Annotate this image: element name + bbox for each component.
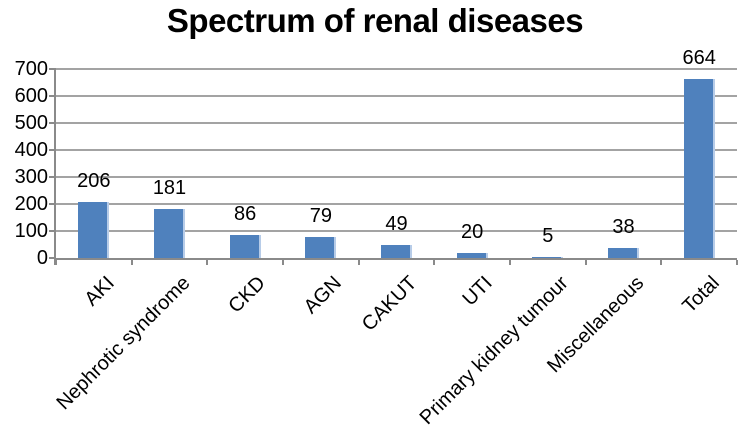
x-tick-5 — [433, 260, 436, 265]
x-tick-7 — [584, 260, 587, 265]
gridline-100 — [56, 230, 737, 232]
value-label-ckd: 86 — [234, 202, 257, 225]
bar-cakut — [381, 244, 412, 258]
value-label-uti: 20 — [461, 220, 484, 243]
y-axis — [54, 68, 56, 265]
x-axis — [54, 258, 737, 260]
gridline-700 — [56, 68, 737, 70]
y-tick-700 — [49, 68, 55, 70]
value-label-cakut: 49 — [385, 212, 408, 235]
x-tick-8 — [660, 260, 663, 265]
x-tick-0 — [55, 260, 57, 265]
x-label-cakut: CAKUT — [357, 272, 422, 336]
y-tick-label-100: 100 — [14, 220, 48, 242]
value-label-total: 664 — [682, 46, 716, 69]
gridline-600 — [56, 95, 737, 97]
gridline-400 — [56, 149, 737, 151]
y-tick-label-700: 700 — [14, 58, 48, 80]
gridline-500 — [56, 122, 737, 124]
x-label-total: Total — [678, 272, 724, 318]
bar-uti — [456, 252, 488, 258]
value-label-nephrotic-syndrome: 181 — [152, 177, 187, 200]
x-label-ckd: CKD — [224, 272, 270, 318]
y-tick-label-300: 300 — [14, 166, 48, 188]
x-tick-3 — [282, 260, 284, 265]
y-tick-label-400: 400 — [14, 139, 48, 161]
y-tick-400 — [49, 149, 55, 151]
value-label-miscellaneous: 38 — [612, 215, 635, 238]
bar-nephrotic-syndrome — [154, 209, 185, 258]
y-tick-300 — [49, 176, 55, 178]
y-tick-600 — [49, 95, 55, 97]
gridline-300 — [56, 176, 737, 178]
bar-miscellaneous — [608, 247, 639, 258]
gridline-200 — [56, 203, 737, 205]
y-tick-200 — [49, 203, 55, 205]
y-tick-500 — [49, 122, 55, 124]
bar-total — [683, 78, 715, 258]
value-label-aki: 206 — [77, 170, 111, 193]
y-tick-label-0: 0 — [36, 247, 48, 269]
value-label-agn: 79 — [309, 204, 332, 227]
x-label-uti: UTI — [458, 272, 497, 311]
x-tick-1 — [130, 260, 133, 265]
y-tick-label-500: 500 — [14, 112, 48, 134]
y-tick-label-600: 600 — [14, 85, 48, 107]
x-label-agn: AGN — [299, 272, 346, 319]
x-tick-2 — [206, 260, 209, 265]
value-label-primary-kidney-tumour: 5 — [542, 224, 554, 247]
x-label-nephrotic-syndrome: Nephrotic syndrome — [51, 272, 195, 415]
x-label-primary-kidney-tumour: Primary kidney tumour — [415, 272, 573, 430]
bar-primary-kidney-tumour — [532, 256, 564, 258]
bar-ckd — [229, 234, 261, 258]
x-tick-9 — [736, 260, 738, 265]
bar-aki — [78, 202, 110, 258]
chart-title: Spectrum of renal diseases — [166, 2, 584, 39]
x-tick-6 — [509, 260, 511, 265]
y-tick-label-200: 200 — [14, 193, 48, 215]
y-tick-100 — [49, 230, 55, 232]
x-label-aki: AKI — [80, 272, 119, 311]
y-tick-0 — [49, 257, 55, 259]
bar-agn — [305, 236, 337, 258]
x-tick-4 — [357, 260, 360, 265]
